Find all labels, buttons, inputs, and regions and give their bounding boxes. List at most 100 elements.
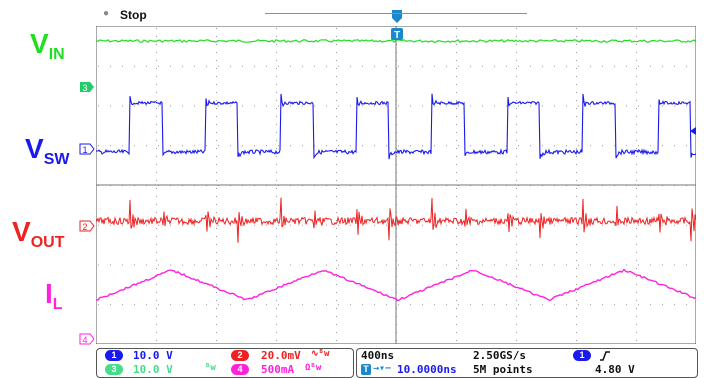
ch1-marker[interactable]: 1 bbox=[79, 143, 95, 155]
grid-dot bbox=[506, 224, 507, 226]
grid-dot bbox=[216, 52, 217, 53]
grid-dot bbox=[170, 65, 171, 67]
grid-dot bbox=[156, 68, 157, 69]
grid-dot bbox=[194, 145, 195, 147]
grid-dot bbox=[350, 304, 351, 306]
grid-dot bbox=[602, 65, 603, 67]
ch2-badge[interactable]: 2 bbox=[231, 350, 249, 361]
grid-dot bbox=[98, 264, 99, 266]
grid-dot bbox=[276, 28, 277, 29]
grid-dot bbox=[576, 260, 577, 261]
waveform-plot[interactable] bbox=[96, 26, 696, 344]
grid-dot bbox=[602, 145, 603, 147]
grid-dot bbox=[218, 264, 219, 266]
grid-dot bbox=[216, 116, 217, 117]
grid-dot bbox=[602, 304, 603, 306]
grid-dot bbox=[146, 145, 147, 147]
grid-dot bbox=[516, 76, 517, 77]
grid-dot bbox=[636, 180, 637, 181]
grid-dot bbox=[216, 284, 217, 285]
grid-dot bbox=[590, 304, 591, 306]
grid-dot bbox=[302, 65, 303, 67]
grid-dot bbox=[276, 108, 277, 109]
grid-dot bbox=[650, 65, 651, 67]
grid-dot bbox=[516, 340, 517, 341]
grid-dot bbox=[506, 65, 507, 67]
grid-dot bbox=[686, 65, 687, 67]
grid-dot bbox=[530, 264, 531, 266]
grid-dot bbox=[276, 212, 277, 213]
grid-dot bbox=[216, 196, 217, 197]
grid-dot bbox=[216, 156, 217, 157]
time-per-div: 400ns bbox=[361, 349, 395, 362]
grid-dot bbox=[576, 44, 577, 45]
grid-dot bbox=[446, 264, 447, 266]
grid-dot bbox=[456, 180, 457, 181]
grid-dot bbox=[422, 264, 423, 266]
grid-dot bbox=[516, 148, 517, 149]
grid-dot bbox=[662, 224, 663, 226]
ch3-marker[interactable]: 3 bbox=[80, 82, 94, 93]
timebase-readout-panel[interactable]: 400ns 2.50GS/s 1 T →▾− 10.0000ns 5M poin… bbox=[356, 348, 698, 378]
grid-dot bbox=[146, 224, 147, 226]
grid-dot bbox=[576, 156, 577, 157]
grid-dot bbox=[336, 180, 337, 181]
ch1-badge[interactable]: 1 bbox=[105, 350, 123, 361]
grid-dot bbox=[290, 304, 291, 306]
grid-dot bbox=[518, 264, 519, 266]
grid-dot bbox=[156, 44, 157, 45]
grid-dot bbox=[218, 105, 219, 107]
grid-dot bbox=[576, 172, 577, 173]
grid-dot bbox=[218, 304, 219, 306]
trigger-source-badge[interactable]: 1 bbox=[573, 350, 591, 361]
grid-dot bbox=[156, 172, 157, 173]
grid-dot bbox=[516, 124, 517, 125]
grid-dot bbox=[506, 105, 507, 107]
grid-dot bbox=[686, 224, 687, 226]
ch4-marker[interactable]: 4 bbox=[79, 333, 95, 345]
grid-dot bbox=[276, 268, 277, 269]
grid-dot bbox=[336, 36, 337, 37]
grid-dot bbox=[386, 224, 387, 226]
grid-dot bbox=[216, 204, 217, 205]
grid-dot bbox=[530, 224, 531, 226]
grid-dot bbox=[156, 252, 157, 253]
ch4-coupling-icon: Ωᴮw bbox=[305, 363, 322, 373]
trigger-level-arrow-icon[interactable] bbox=[688, 126, 698, 136]
grid-dot bbox=[278, 65, 279, 67]
ch4-badge[interactable]: 4 bbox=[231, 364, 249, 375]
grid-dot bbox=[576, 68, 577, 69]
grid-dot bbox=[614, 304, 615, 306]
grid-dot bbox=[398, 224, 399, 226]
scope-display[interactable] bbox=[96, 26, 696, 344]
grid-dot bbox=[518, 65, 519, 67]
rising-edge-icon bbox=[600, 351, 610, 361]
grid-dot bbox=[216, 132, 217, 133]
grid-dot bbox=[516, 324, 517, 325]
ch2-marker[interactable]: 2 bbox=[79, 220, 95, 232]
grid-dot bbox=[122, 224, 123, 226]
grid-dot bbox=[230, 145, 231, 147]
grid-dot bbox=[578, 224, 579, 226]
grid-dot bbox=[636, 164, 637, 165]
grid-dot bbox=[290, 224, 291, 226]
ch3-badge[interactable]: 3 bbox=[105, 364, 123, 375]
grid-dot bbox=[374, 224, 375, 226]
grid-dot bbox=[636, 68, 637, 69]
grid-dot bbox=[626, 264, 627, 266]
grid-dot bbox=[576, 292, 577, 293]
grid-dot bbox=[516, 164, 517, 165]
grid-dot bbox=[276, 148, 277, 149]
grid-dot bbox=[516, 140, 517, 141]
grid-dot bbox=[516, 68, 517, 69]
channel-readout-panel[interactable]: 1 10.0 V 2 20.0mV ∿ᴮw 3 10.0 V ᴮw 4 500m… bbox=[96, 348, 354, 378]
grid-dot bbox=[638, 65, 639, 67]
grid-dot bbox=[470, 105, 471, 107]
grid-dot bbox=[206, 145, 207, 147]
grid-dot bbox=[170, 224, 171, 226]
grid-dot bbox=[506, 304, 507, 306]
grid-dot bbox=[456, 140, 457, 141]
grid-dot bbox=[216, 140, 217, 141]
grid-dot bbox=[338, 145, 339, 147]
grid-dot bbox=[638, 264, 639, 266]
